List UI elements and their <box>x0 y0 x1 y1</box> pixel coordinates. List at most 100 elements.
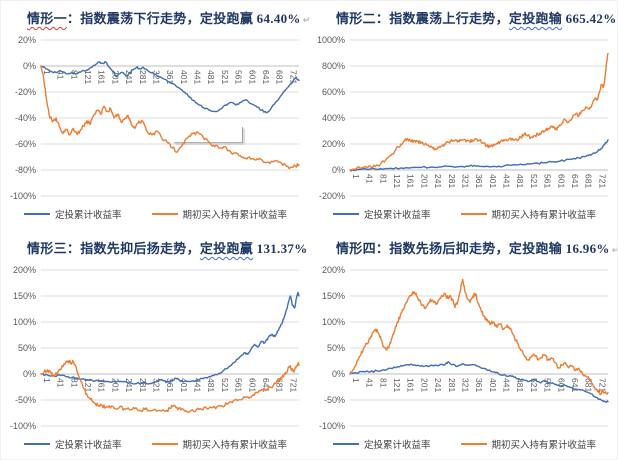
chart-title-part: 定投跑赢 <box>199 241 254 256</box>
x-tick-label: 401 <box>488 174 498 188</box>
y-tick-label: 50% <box>18 343 36 353</box>
legend-item-hold: 期初买入持有累计收益率 <box>151 207 288 221</box>
x-tick-label: 1 <box>42 378 52 383</box>
legend-label: 期初买入持有累计收益率 <box>182 210 288 221</box>
legend-line-hold <box>460 213 487 215</box>
y-tick-label: -200% <box>319 191 345 201</box>
x-tick-label: 361 <box>165 378 175 392</box>
y-tick-label: 1000% <box>317 35 345 45</box>
y-tick-label: 50% <box>327 343 345 353</box>
series-line-hold <box>349 52 609 173</box>
y-tick-label: -100% <box>319 421 345 431</box>
x-tick-label: 521 <box>529 378 539 392</box>
chart-title-part: 定投跑输 <box>508 11 563 26</box>
series-line-dca <box>40 291 300 385</box>
x-tick-label: 281 <box>138 378 148 392</box>
x-tick-label: 121 <box>83 378 93 392</box>
x-tick-label: 161 <box>97 378 107 392</box>
annotation-box-shadow <box>175 128 245 145</box>
x-tick-label: 121 <box>392 378 402 392</box>
x-tick-label: 321 <box>460 174 470 188</box>
x-tick-label: 281 <box>447 378 457 392</box>
chart-title-part: 定投跑赢 64.40% <box>199 11 301 26</box>
x-tick-label: 1 <box>351 378 361 383</box>
x-tick-label: 201 <box>110 378 120 392</box>
x-tick-label: 721 <box>288 378 298 392</box>
chart-cell: 情形三：指数先抑后扬走势，定投跑赢 131.37%↵ 200%150%100%5… <box>1 231 310 459</box>
y-tick-label: -60% <box>15 139 36 149</box>
paragraph-mark: ↵ <box>302 16 310 26</box>
x-tick-label: 41 <box>56 70 66 80</box>
series-line-dca <box>349 139 609 172</box>
x-tick-label: 641 <box>570 174 580 188</box>
chart-title-part: 情形三：指数先抑后扬走势， <box>27 241 200 256</box>
x-tick-label: 681 <box>275 70 285 84</box>
y-tick-label: 400% <box>322 113 345 123</box>
x-tick-label: 241 <box>433 174 443 188</box>
y-tick-label: 0% <box>23 61 36 71</box>
x-tick-label: 121 <box>392 174 402 188</box>
chart-title-part: 665.42% <box>562 11 617 26</box>
chart-legend: 定投累计收益率 期初买入持有累计收益率 <box>310 433 617 455</box>
y-tick-label: -50% <box>324 395 345 405</box>
x-tick-label: 521 <box>220 378 230 392</box>
x-tick-label: 601 <box>556 174 566 188</box>
x-tick-label: 281 <box>138 70 148 84</box>
x-tick-label: 441 <box>193 378 203 392</box>
legend-item-dca: 定投累计收益率 <box>23 207 122 221</box>
x-tick-label: 321 <box>460 378 470 392</box>
legend-item-hold: 期初买入持有累计收益率 <box>460 207 597 221</box>
chart-title: 情形一：指数震荡下行走势，定投跑赢 64.40% ↵ <box>27 8 310 28</box>
series-line-dca <box>349 361 609 403</box>
x-tick-label: 361 <box>474 378 484 392</box>
x-tick-label: 161 <box>97 70 107 84</box>
y-tick-label: -80% <box>15 165 36 175</box>
chart-plot: 200% 150% 100% 50% 0% -50% -100% 1 41 81 121 161 201… <box>319 265 609 431</box>
chart-cell: 情形一：指数震荡下行走势，定投跑赢 64.40% ↵ 20% 0% -20% -40% -… <box>1 1 310 231</box>
chart-cell: 情形四：指数先扬后抑走势，定投跑输 16.96%↵ 200% 150% 100% 50… <box>310 231 617 459</box>
chart-legend: 定投累计收益率 期初买入持有累计收益率 <box>1 203 310 225</box>
chart-title-part: 131.37% <box>253 241 308 256</box>
x-tick-label: 681 <box>584 174 594 188</box>
x-tick-label: 561 <box>234 378 244 392</box>
legend-label: 期初买入持有累计收益率 <box>491 440 597 451</box>
x-tick-label: 561 <box>543 174 553 188</box>
x-tick-label: 441 <box>502 174 512 188</box>
legend-item-hold: 期初买入持有累计收益率 <box>460 437 597 451</box>
x-tick-label: 441 <box>502 378 512 392</box>
x-tick-label: 41 <box>56 378 66 388</box>
x-tick-label: 161 <box>406 174 416 188</box>
x-tick-label: 481 <box>206 70 216 84</box>
x-tick-label: 361 <box>165 70 175 84</box>
x-tick-label: 1 <box>42 70 52 75</box>
x-tick-label: 321 <box>151 378 161 392</box>
x-tick-label: 321 <box>151 70 161 84</box>
x-tick-label: 481 <box>515 378 525 392</box>
y-tick-label: -40% <box>15 113 36 123</box>
x-tick-label: 401 <box>179 378 189 392</box>
chart-title-part: 情形四：指数先扬后抑走势，定投跑输 16.96% <box>336 241 610 256</box>
y-tick-label: 0% <box>332 165 345 175</box>
legend-line-hold <box>460 443 487 445</box>
x-tick-label: 481 <box>206 378 216 392</box>
series-line-hold <box>40 359 300 414</box>
y-tick-label: 600% <box>322 87 345 97</box>
y-tick-label: -20% <box>15 87 36 97</box>
y-tick-label: -50% <box>15 395 36 405</box>
chart-plot: 200% 150% 100% 50% 0% -50% -100% 1 41 81 121 161 201… <box>10 265 300 431</box>
chart-title: 情形二：指数震荡上行走势，定投跑输 665.42%↵ <box>336 8 617 28</box>
x-tick-label: 561 <box>543 378 553 392</box>
x-tick-label: 81 <box>69 70 79 80</box>
chart-title: 情形三：指数先抑后扬走势，定投跑赢 131.37%↵ <box>27 238 310 258</box>
legend-label: 期初买入持有累计收益率 <box>491 210 597 221</box>
x-tick-label: 481 <box>515 174 525 188</box>
chart-legend: 定投累计收益率 期初买入持有累计收益率 <box>1 433 310 455</box>
chart-plot: 20% 0% -20% -40% -60% -80% -100% 1 41 81 121 161 201… <box>10 35 300 201</box>
y-tick-label: 0% <box>332 369 345 379</box>
legend-line-hold <box>151 443 178 445</box>
legend-item-dca: 定投累计收益率 <box>332 437 431 451</box>
paragraph-mark: ↵ <box>612 246 617 256</box>
x-tick-label: 241 <box>124 70 134 84</box>
legend-item-hold: 期初买入持有累计收益率 <box>151 437 287 451</box>
chart-plot: 1000%800%600%400%200%0%-200%1 41 81 121 161 2… <box>317 35 609 201</box>
